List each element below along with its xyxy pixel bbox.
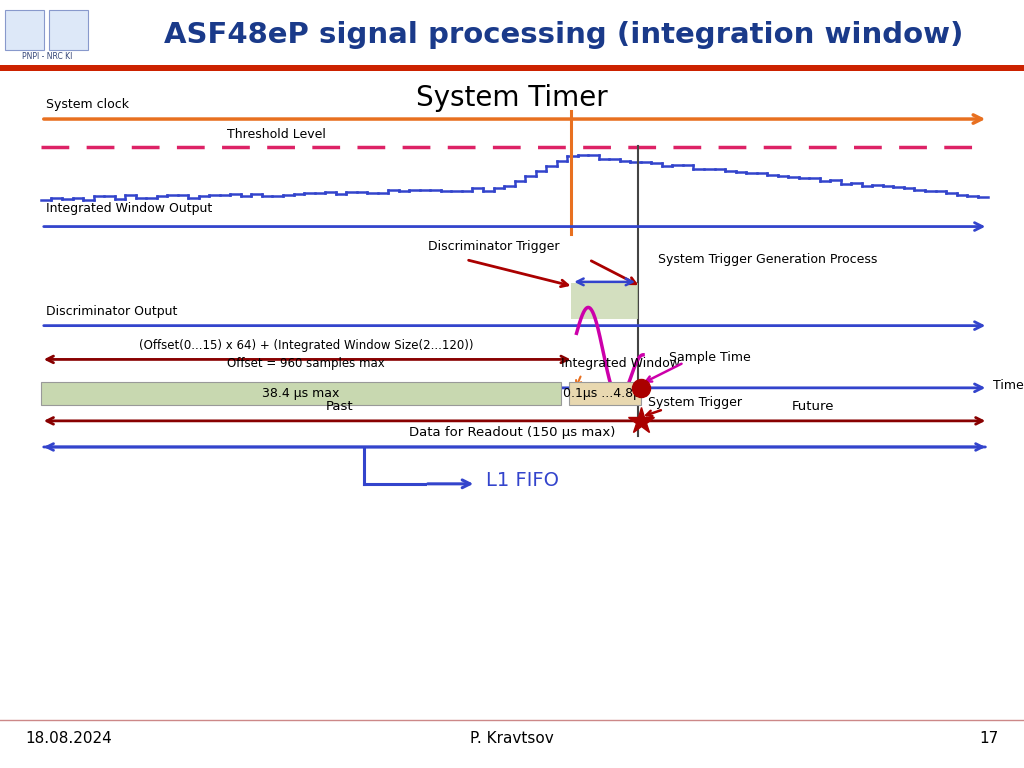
Text: ASF48eP signal processing (integration window): ASF48eP signal processing (integration w…: [164, 21, 963, 48]
Text: Integrated Window: Integrated Window: [560, 357, 680, 370]
Bar: [571, 283, 638, 319]
Bar: [0, 65, 1024, 71]
Text: System Timer: System Timer: [416, 84, 608, 112]
Text: Discriminator Trigger: Discriminator Trigger: [428, 240, 559, 253]
Text: Past: Past: [326, 400, 353, 413]
Text: Discriminator Output: Discriminator Output: [46, 305, 177, 318]
Text: (Offset(0...15) x 64) + (Integrated Window Size(2...120)): (Offset(0...15) x 64) + (Integrated Wind…: [139, 339, 473, 352]
Text: PNPI - NRC KI: PNPI - NRC KI: [22, 51, 73, 61]
Bar: [49, 10, 88, 50]
Bar: [569, 382, 641, 405]
Text: 17: 17: [979, 731, 998, 746]
Bar: [0, 0, 1024, 65]
Text: System Trigger: System Trigger: [648, 396, 742, 409]
Text: Offset = 960 samples max: Offset = 960 samples max: [227, 357, 385, 370]
Text: Time: Time: [993, 379, 1024, 392]
Text: 18.08.2024: 18.08.2024: [26, 731, 113, 746]
Text: Integrated Window Output: Integrated Window Output: [46, 202, 212, 215]
Bar: [3, 5, 95, 63]
Text: System Trigger Generation Process: System Trigger Generation Process: [658, 253, 878, 266]
Text: Future: Future: [792, 400, 835, 413]
Text: Threshold Level: Threshold Level: [227, 128, 326, 141]
Text: 38.4 μs max: 38.4 μs max: [262, 387, 340, 399]
Text: L1 FIFO: L1 FIFO: [486, 472, 559, 490]
Text: Sample Time: Sample Time: [669, 351, 751, 364]
Text: 0.1μs ...4.8μs: 0.1μs ...4.8μs: [563, 387, 647, 399]
Bar: [5, 10, 44, 50]
Text: System clock: System clock: [46, 98, 129, 111]
Text: Data for Readout (150 μs max): Data for Readout (150 μs max): [409, 426, 615, 439]
Bar: [41, 382, 561, 405]
Text: P. Kravtsov: P. Kravtsov: [470, 731, 554, 746]
